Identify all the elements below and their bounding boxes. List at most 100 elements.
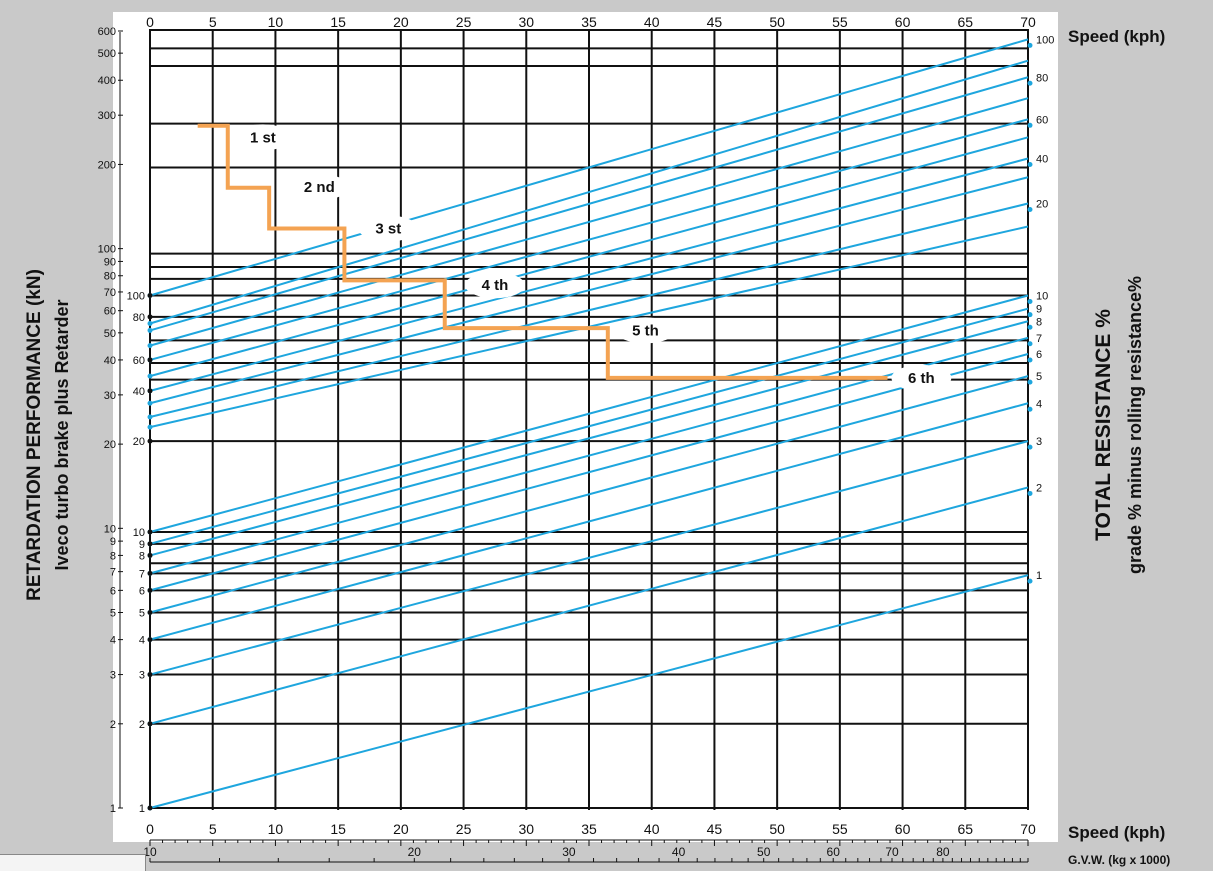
resistance-line-end — [1027, 324, 1033, 330]
gvw-tick-label: 30 — [562, 845, 576, 859]
inner-tick-label: 4 — [139, 635, 145, 647]
corner-panel — [0, 854, 146, 871]
gear-label-bg — [358, 215, 419, 242]
retarder-curve — [197, 123, 888, 380]
gear-label-bg — [464, 272, 525, 299]
bottom-speed-tick: 30 — [518, 821, 534, 837]
gear-label-bg — [891, 364, 952, 391]
bottom-speed-tick: 60 — [895, 821, 911, 837]
top-speed-tick: 50 — [769, 14, 785, 30]
top-speed-tick: 20 — [393, 14, 409, 30]
top-speed-tick: 40 — [644, 14, 660, 30]
left-tick-label: 50 — [104, 328, 116, 340]
inner-tick-label: 1 — [139, 803, 145, 815]
top-speed-tick: 35 — [581, 14, 597, 30]
top-speed-tick: 25 — [456, 14, 472, 30]
bottom-speed-tick: 15 — [330, 821, 346, 837]
bottom-speed-tick: 35 — [581, 821, 597, 837]
gvw-tick-label: 20 — [408, 845, 422, 859]
gear-label-bg — [232, 124, 293, 151]
inner-tick-dot — [147, 610, 153, 616]
resistance-line-end — [1027, 80, 1033, 86]
gear-label: 2 nd — [304, 179, 335, 196]
gvw-tick-label: 50 — [757, 845, 771, 859]
resistance-line-start — [147, 327, 153, 333]
bottom-speed-tick: 10 — [268, 821, 284, 837]
bottom-speed-tick: 65 — [957, 821, 973, 837]
inner-tick-label: 8 — [139, 550, 145, 562]
resistance-line — [149, 402, 1029, 641]
inner-tick-dot — [147, 292, 153, 298]
inner-tick-dot — [147, 357, 153, 363]
right-axis-subtitle: grade % minus rolling resistance% — [1125, 276, 1145, 574]
resistance-line — [149, 136, 1029, 378]
bottom-speed-axis-title: Speed (kph) — [1068, 823, 1165, 842]
resistance-line — [149, 118, 1029, 361]
resistance-label: 9 — [1036, 304, 1042, 316]
resistance-line-start — [147, 400, 153, 406]
inner-tick-label: 6 — [139, 585, 145, 597]
bottom-speed-tick: 25 — [456, 821, 472, 837]
gear-label: 6 th — [908, 370, 935, 387]
resistance-label: 8 — [1036, 316, 1042, 328]
gear-label: 4 th — [482, 277, 509, 294]
resistance-line-end — [1027, 444, 1033, 450]
top-speed-tick: 45 — [707, 14, 723, 30]
resistance-label: 3 — [1036, 436, 1042, 448]
left-tick-label: 200 — [98, 159, 116, 171]
resistance-line — [149, 294, 1029, 533]
inner-tick-label: 5 — [139, 608, 145, 620]
resistance-line — [149, 97, 1029, 347]
resistance-label: 1 — [1036, 570, 1042, 582]
resistance-line — [149, 307, 1029, 545]
gear-label-bg — [289, 174, 350, 201]
resistance-line-end — [1027, 162, 1033, 168]
gear-label: 5 th — [632, 322, 659, 339]
resistance-line-end — [1027, 207, 1033, 213]
left-tick-label: 20 — [104, 439, 116, 451]
resistance-line-end — [1027, 298, 1033, 304]
resistance-line-end — [1027, 312, 1033, 318]
left-tick-label: 600 — [98, 26, 116, 38]
resistance-label: 7 — [1036, 333, 1042, 345]
left-tick-label: 6 — [110, 585, 116, 597]
resistance-line — [149, 353, 1029, 592]
resistance-line — [149, 59, 1029, 325]
inner-tick-dot — [147, 541, 153, 547]
top-speed-axis-title: Speed (kph) — [1068, 27, 1165, 46]
bottom-speed-tick: 5 — [209, 821, 217, 837]
resistance-label: 10 — [1036, 290, 1048, 302]
left-tick-label: 9 — [110, 536, 116, 548]
gvw-tick-label: 60 — [827, 845, 841, 859]
resistance-line — [149, 38, 1029, 297]
gvw-tick-label: 10 — [143, 845, 157, 859]
resistance-line — [149, 202, 1029, 418]
inner-tick-label: 100 — [127, 290, 145, 302]
inner-tick-dot — [147, 587, 153, 593]
left-tick-label: 80 — [104, 271, 116, 283]
inner-tick-label: 20 — [133, 436, 145, 448]
resistance-line-end — [1027, 379, 1033, 385]
left-tick-label: 5 — [110, 608, 116, 620]
left-tick-label: 30 — [104, 390, 116, 402]
left-tick-label: 8 — [110, 550, 116, 562]
left-tick-label: 7 — [110, 567, 116, 579]
left-axis-title: RETARDATION PERFORMANCE (kN) — [24, 269, 45, 601]
resistance-line-end — [1027, 42, 1033, 48]
inner-tick-dot — [147, 637, 153, 643]
bottom-speed-tick: 55 — [832, 821, 848, 837]
resistance-line — [149, 440, 1029, 676]
bottom-speed-tick: 0 — [146, 821, 154, 837]
bottom-speed-tick: 70 — [1020, 821, 1036, 837]
gear-label-bg — [615, 317, 676, 344]
inner-tick-dot — [147, 438, 153, 444]
inner-tick-dot — [147, 314, 153, 320]
resistance-line — [149, 176, 1029, 405]
left-tick-label: 100 — [98, 244, 116, 256]
left-tick-label: 1 — [110, 803, 116, 815]
resistance-line-end — [1027, 578, 1033, 584]
resistance-label: 80 — [1036, 72, 1048, 84]
resistance-line-start — [147, 343, 153, 349]
left-tick-label: 400 — [98, 75, 116, 87]
